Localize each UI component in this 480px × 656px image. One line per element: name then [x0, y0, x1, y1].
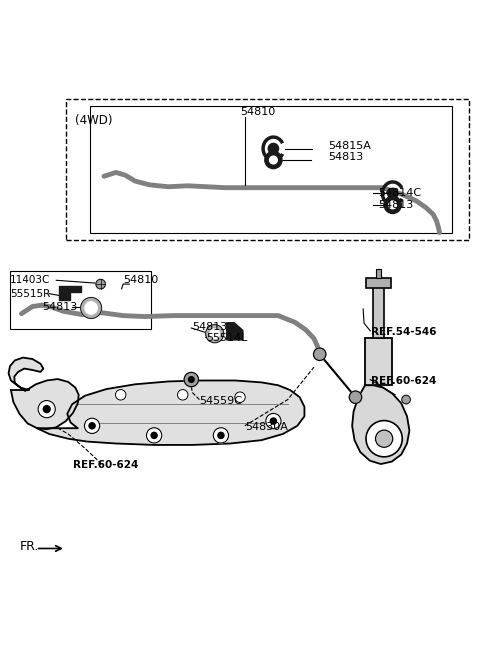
Circle shape [146, 428, 162, 443]
Circle shape [266, 413, 281, 428]
Circle shape [43, 405, 50, 413]
Circle shape [265, 152, 282, 169]
Text: REF.60-624: REF.60-624 [73, 461, 138, 470]
Circle shape [205, 325, 224, 343]
Text: 54810: 54810 [240, 108, 275, 117]
Bar [365, 338, 392, 385]
Circle shape [189, 377, 194, 382]
Text: 54559C: 54559C [199, 396, 242, 405]
Circle shape [84, 418, 100, 434]
Circle shape [89, 422, 95, 429]
Polygon shape [59, 285, 81, 300]
Text: 54814C: 54814C [378, 188, 421, 198]
Bar [10, 271, 151, 329]
Circle shape [38, 401, 55, 418]
Text: FR.: FR. [20, 540, 39, 553]
Text: 55514L: 55514L [206, 333, 248, 342]
Bar [375, 270, 381, 278]
Circle shape [85, 302, 97, 314]
Circle shape [81, 297, 102, 318]
Text: REF.60-624: REF.60-624 [371, 377, 437, 386]
Text: 54830A: 54830A [245, 422, 288, 432]
Circle shape [213, 428, 228, 443]
Bar [366, 278, 391, 289]
Text: REF.54-546: REF.54-546 [371, 327, 437, 337]
Text: (4WD): (4WD) [75, 114, 113, 127]
Text: 54813: 54813 [328, 152, 363, 162]
Text: 55515R: 55515R [10, 289, 50, 298]
Circle shape [116, 390, 126, 400]
Polygon shape [9, 358, 79, 429]
Circle shape [384, 196, 401, 213]
Circle shape [387, 188, 398, 199]
Circle shape [313, 348, 326, 360]
Circle shape [151, 432, 157, 438]
Text: 54810: 54810 [123, 276, 158, 285]
Polygon shape [352, 385, 409, 464]
Bar [66, 99, 469, 239]
Polygon shape [227, 323, 243, 340]
Text: 54813: 54813 [378, 200, 414, 210]
Polygon shape [37, 380, 304, 445]
Circle shape [178, 390, 188, 400]
Circle shape [389, 201, 396, 209]
Bar [90, 106, 452, 233]
Circle shape [235, 392, 245, 402]
Circle shape [270, 418, 276, 424]
Circle shape [184, 373, 199, 386]
Text: 54813: 54813 [42, 302, 77, 312]
Circle shape [210, 329, 219, 338]
Text: 54813: 54813 [192, 322, 228, 332]
Circle shape [268, 144, 278, 154]
Circle shape [375, 430, 393, 447]
Bar [373, 287, 384, 338]
Circle shape [218, 432, 224, 438]
Circle shape [402, 396, 410, 404]
Circle shape [349, 391, 362, 403]
Circle shape [270, 156, 277, 164]
Circle shape [96, 279, 106, 289]
Text: 11403C: 11403C [10, 276, 50, 285]
Circle shape [366, 420, 402, 457]
Text: 54815A: 54815A [328, 140, 371, 151]
